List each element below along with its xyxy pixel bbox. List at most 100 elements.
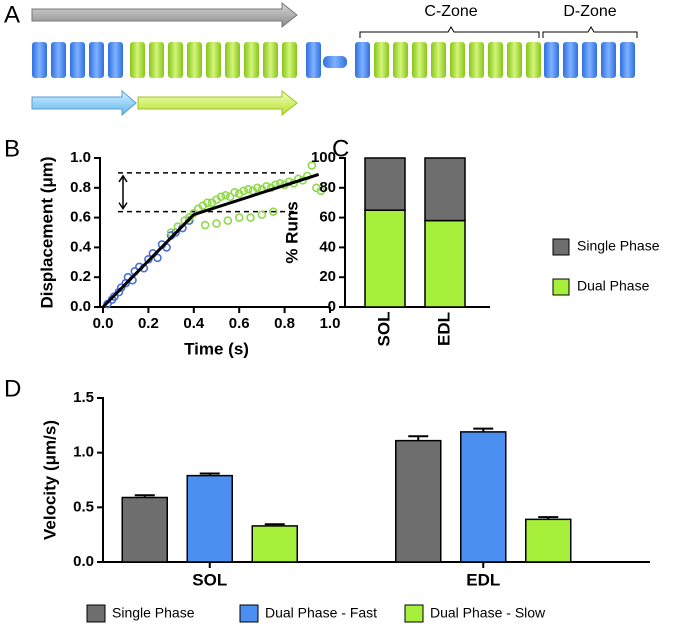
bracket: [359, 26, 540, 38]
data-point: [216, 192, 226, 202]
block: [563, 42, 578, 78]
data-point: [223, 216, 233, 225]
y-tick-label: 0.6: [70, 209, 91, 226]
data-point: [203, 198, 212, 207]
legend-label: Single Phase: [577, 238, 660, 254]
block: [206, 42, 221, 78]
zone-label: D-Zone: [563, 3, 616, 20]
panel-label: B: [4, 135, 20, 162]
bar: [395, 439, 442, 563]
block: [620, 42, 635, 78]
block: [168, 42, 183, 78]
data-point: [234, 213, 244, 222]
block: [225, 42, 240, 78]
block: [306, 42, 321, 78]
block: [601, 42, 616, 78]
panel-label: D: [4, 375, 21, 402]
panel-label: A: [4, 1, 20, 28]
bar: [186, 474, 233, 563]
y-tick-label: 100: [311, 149, 336, 166]
block: [526, 42, 541, 78]
zone-label: C-Zone: [424, 3, 477, 20]
legend-swatch: [86, 604, 106, 623]
bar-segment: [424, 219, 466, 308]
legend-swatch: [552, 278, 570, 296]
block: [187, 42, 202, 78]
y-tick-label: 20: [319, 268, 336, 285]
block: [70, 42, 85, 78]
block: [51, 42, 66, 78]
data-point: [212, 219, 221, 228]
fit-line: [101, 172, 320, 309]
block: [412, 42, 427, 78]
data-point: [257, 210, 267, 219]
legend-label: Dual Phase - Fast: [265, 605, 377, 621]
y-tick-label: 0.0: [73, 553, 94, 570]
block: [323, 56, 347, 68]
block: [32, 42, 47, 78]
x-tick-label: SOL: [192, 570, 227, 589]
x-tick-label: EDL: [466, 570, 500, 589]
filament: [32, 42, 635, 78]
block: [108, 42, 123, 78]
y-tick-label: 1.0: [73, 444, 94, 461]
x-axis-title: Time (s): [184, 339, 249, 358]
x-tick-label: EDL: [434, 312, 453, 346]
block: [355, 42, 370, 78]
y-tick-label: 0.8: [70, 179, 91, 196]
data-point: [268, 207, 278, 216]
arrow-head: [118, 174, 128, 210]
data-point: [316, 186, 326, 196]
arrow: [137, 89, 298, 117]
data-point: [253, 183, 262, 193]
x-tick-label: SOL: [374, 312, 393, 347]
y-tick-label: 60: [319, 209, 336, 226]
bar: [525, 518, 572, 563]
data-point: [153, 253, 162, 263]
x-tick-label: 0.0: [93, 315, 114, 332]
y-tick-label: 0.2: [70, 268, 91, 285]
data-point: [114, 287, 124, 297]
y-tick-label: 0: [328, 298, 336, 315]
y-tick-label: 80: [319, 179, 336, 196]
panel-label: C: [332, 135, 349, 162]
y-tick-label: 0.4: [70, 238, 92, 255]
legend-label: Single Phase: [112, 605, 195, 621]
x-tick-label: 0.6: [229, 315, 250, 332]
bracket: [542, 26, 638, 38]
block: [282, 42, 297, 78]
data-point: [184, 216, 194, 225]
legend-label: Dual Phase - Slow: [430, 605, 546, 621]
bar-segment: [364, 157, 406, 211]
block: [130, 42, 145, 78]
block: [507, 42, 522, 78]
block: [544, 42, 559, 78]
legend-swatch: [404, 604, 424, 623]
block: [431, 42, 446, 78]
legend-label: Dual Phase: [577, 278, 650, 294]
block: [393, 42, 408, 78]
data-point: [221, 190, 230, 200]
data-point: [243, 184, 253, 194]
x-tick-label: 0.2: [138, 315, 159, 332]
y-axis-title: % Runs: [282, 201, 301, 263]
data-point: [239, 186, 249, 196]
block: [149, 42, 164, 78]
arrow: [31, 89, 137, 117]
data-point: [110, 292, 119, 301]
y-tick-label: 0.0: [70, 298, 91, 315]
bar: [121, 496, 168, 563]
data-point: [307, 161, 317, 170]
legend-swatch: [239, 604, 259, 623]
data-point: [246, 213, 255, 222]
bar: [460, 431, 507, 563]
block: [488, 42, 503, 78]
bar-segment: [364, 209, 406, 308]
arrow: [31, 1, 298, 29]
data-point: [116, 283, 126, 292]
block: [582, 42, 597, 78]
block: [469, 42, 484, 78]
y-axis-title: Velocity (μm/s): [40, 420, 59, 540]
bar: [251, 525, 298, 563]
